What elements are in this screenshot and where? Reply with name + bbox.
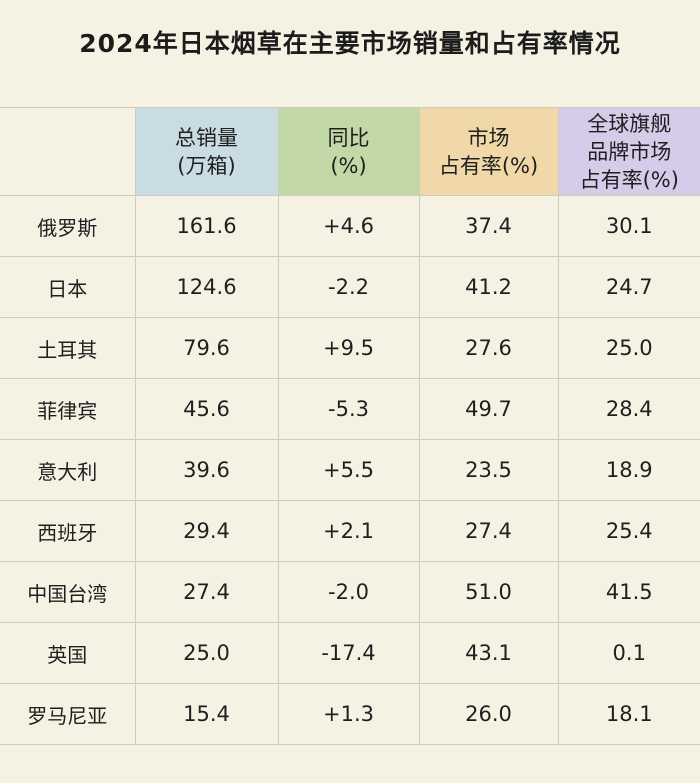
cell-flagship-share: 41.5 <box>557 561 700 623</box>
header-row: 总销量 (万箱) 同比 (%) 市场 占有率(%) 全球旗舰 品牌市场 占有率(… <box>0 107 700 196</box>
cell-yoy: -2.2 <box>277 256 420 318</box>
table-row: 意大利 39.6 +5.5 23.5 18.9 <box>0 439 700 501</box>
header-yoy: 同比 (%) <box>277 107 420 196</box>
data-table: 总销量 (万箱) 同比 (%) 市场 占有率(%) 全球旗舰 品牌市场 占有率(… <box>0 107 700 745</box>
cell-market-share: 51.0 <box>418 561 559 623</box>
cell-flagship-share: 30.1 <box>557 195 700 257</box>
cell-total-sales: 39.6 <box>134 439 279 501</box>
cell-market-share: 27.6 <box>418 317 559 379</box>
header-total-sales: 总销量 (万箱) <box>134 107 279 196</box>
table-row: 俄罗斯 161.6 +4.6 37.4 30.1 <box>0 195 700 257</box>
cell-flagship-share: 18.9 <box>557 439 700 501</box>
cell-total-sales: 45.6 <box>134 378 279 440</box>
cell-flagship-share: 0.1 <box>557 622 700 684</box>
table-row: 罗马尼亚 15.4 +1.3 26.0 18.1 <box>0 683 700 745</box>
cell-flagship-share: 28.4 <box>557 378 700 440</box>
cell-yoy: +9.5 <box>277 317 420 379</box>
table-body: 俄罗斯 161.6 +4.6 37.4 30.1 日本 124.6 -2.2 4… <box>0 195 700 745</box>
cell-total-sales: 79.6 <box>134 317 279 379</box>
cell-market-share: 23.5 <box>418 439 559 501</box>
cell-market-share: 37.4 <box>418 195 559 257</box>
cell-flagship-share: 18.1 <box>557 683 700 745</box>
cell-flagship-share: 25.0 <box>557 317 700 379</box>
row-label: 英国 <box>0 622 136 684</box>
cell-yoy: +5.5 <box>277 439 420 501</box>
row-label: 菲律宾 <box>0 378 136 440</box>
cell-market-share: 26.0 <box>418 683 559 745</box>
cell-yoy: -17.4 <box>277 622 420 684</box>
header-flagship-share: 全球旗舰 品牌市场 占有率(%) <box>557 107 700 196</box>
table-row: 日本 124.6 -2.2 41.2 24.7 <box>0 256 700 318</box>
cell-market-share: 27.4 <box>418 500 559 562</box>
table-row: 菲律宾 45.6 -5.3 49.7 28.4 <box>0 378 700 440</box>
chart-title: 2024年日本烟草在主要市场销量和占有率情况 <box>79 29 621 58</box>
row-label: 日本 <box>0 256 136 318</box>
cell-market-share: 49.7 <box>418 378 559 440</box>
table-row: 中国台湾 27.4 -2.0 51.0 41.5 <box>0 561 700 623</box>
cell-flagship-share: 24.7 <box>557 256 700 318</box>
row-label: 中国台湾 <box>0 561 136 623</box>
row-label: 西班牙 <box>0 500 136 562</box>
cell-total-sales: 29.4 <box>134 500 279 562</box>
cell-yoy: +1.3 <box>277 683 420 745</box>
cell-total-sales: 124.6 <box>134 256 279 318</box>
row-label: 土耳其 <box>0 317 136 379</box>
cell-total-sales: 27.4 <box>134 561 279 623</box>
cell-total-sales: 15.4 <box>134 683 279 745</box>
cell-market-share: 43.1 <box>418 622 559 684</box>
cell-yoy: -5.3 <box>277 378 420 440</box>
cell-total-sales: 161.6 <box>134 195 279 257</box>
cell-total-sales: 25.0 <box>134 622 279 684</box>
cell-yoy: +4.6 <box>277 195 420 257</box>
cell-market-share: 41.2 <box>418 256 559 318</box>
row-label: 俄罗斯 <box>0 195 136 257</box>
row-label: 罗马尼亚 <box>0 683 136 745</box>
table-row: 英国 25.0 -17.4 43.1 0.1 <box>0 622 700 684</box>
header-market-share: 市场 占有率(%) <box>418 107 559 196</box>
table-row: 西班牙 29.4 +2.1 27.4 25.4 <box>0 500 700 562</box>
cell-flagship-share: 25.4 <box>557 500 700 562</box>
header-cell-blank <box>0 107 136 196</box>
cell-yoy: +2.1 <box>277 500 420 562</box>
row-label: 意大利 <box>0 439 136 501</box>
cell-yoy: -2.0 <box>277 561 420 623</box>
table-row: 土耳其 79.6 +9.5 27.6 25.0 <box>0 317 700 379</box>
